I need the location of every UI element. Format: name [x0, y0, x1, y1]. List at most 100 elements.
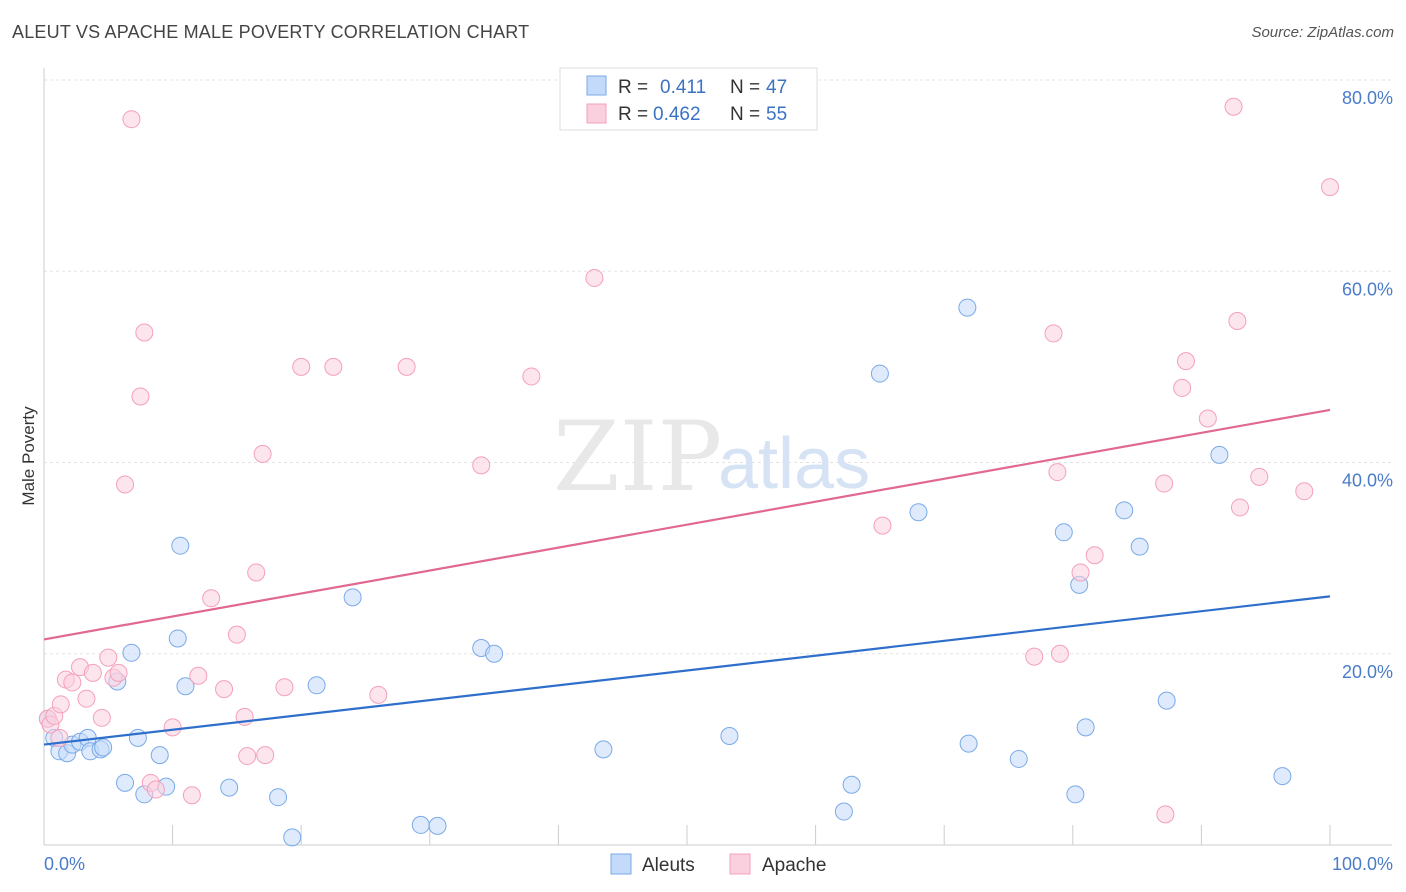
point-aleuts-18 — [171, 536, 190, 555]
legend-n-value-aleuts: 47 — [766, 77, 787, 98]
point-apache-9 — [83, 663, 102, 682]
legend: R = 0.411 N = 47 R = 0.462 N = 55 — [559, 67, 818, 131]
point-aleuts-32 — [842, 775, 861, 794]
point-aleuts-21 — [269, 788, 288, 807]
y-tick-labels: 20.0% 40.0% 60.0% 80.0% — [1342, 88, 1393, 682]
point-aleuts-15 — [150, 746, 169, 765]
point-aleuts-35 — [958, 298, 977, 317]
point-apache-4 — [51, 695, 70, 714]
point-apache-53 — [1230, 498, 1249, 517]
point-apache-27 — [238, 747, 257, 766]
point-apache-20 — [163, 718, 182, 737]
point-aleuts-22 — [283, 828, 302, 847]
point-aleuts-43 — [1130, 537, 1149, 556]
point-apache-33 — [324, 357, 343, 376]
point-apache-41 — [1044, 324, 1063, 343]
trend-lines — [43, 408, 1331, 746]
legend-r-value-apache: 0.462 — [653, 104, 701, 125]
point-aleuts-25 — [411, 815, 430, 834]
point-aleuts-34 — [909, 503, 928, 522]
legend-r-value-aleuts: 0.411 — [660, 77, 706, 98]
legend-n-label-aleuts: N = — [730, 77, 760, 98]
point-aleuts-11 — [116, 773, 135, 792]
point-aleuts-13 — [128, 728, 147, 747]
point-apache-38 — [585, 268, 604, 287]
trend-line-aleuts — [43, 595, 1331, 746]
point-apache-48 — [1173, 378, 1192, 397]
point-apache-46 — [1155, 474, 1174, 493]
point-apache-34 — [369, 685, 388, 704]
point-apache-45 — [1085, 546, 1104, 565]
point-apache-36 — [472, 456, 491, 475]
y-tick-label-40: 40.0% — [1342, 471, 1393, 491]
point-apache-35 — [397, 357, 416, 376]
point-apache-49 — [1176, 352, 1195, 371]
legend-n-label-apache: N = — [730, 104, 760, 125]
point-aleuts-28 — [485, 644, 504, 663]
point-apache-42 — [1048, 463, 1067, 482]
point-aleuts-41 — [1076, 718, 1095, 737]
point-apache-44 — [1071, 563, 1090, 582]
legend-n-value-apache: 55 — [766, 104, 787, 125]
point-aleuts-30 — [720, 726, 739, 745]
x-tick-label-100: 100.0% — [1332, 854, 1393, 874]
watermark: ZIP atlas — [553, 401, 870, 513]
x-ticks: 0.0% 100.0% — [43, 825, 1393, 874]
point-apache-25 — [227, 625, 246, 644]
bottom-legend-label-apache: Apache — [762, 855, 826, 876]
point-apache-11 — [99, 648, 118, 667]
watermark-atlas: atlas — [718, 424, 870, 504]
point-aleuts-37 — [1009, 749, 1028, 768]
point-apache-23 — [202, 589, 221, 608]
y-tick-label-60: 60.0% — [1342, 279, 1393, 299]
point-aleuts-31 — [834, 802, 853, 821]
point-apache-37 — [522, 367, 541, 386]
point-apache-29 — [253, 444, 272, 463]
point-aleuts-24 — [343, 588, 362, 607]
point-apache-13 — [109, 663, 128, 682]
point-aleuts-39 — [1066, 785, 1085, 804]
point-apache-56 — [1321, 178, 1339, 197]
point-apache-55 — [1295, 482, 1314, 501]
point-apache-14 — [116, 475, 135, 494]
point-apache-6 — [63, 673, 82, 692]
point-apache-21 — [182, 786, 201, 805]
point-apache-19 — [146, 780, 165, 799]
data-points — [38, 97, 1339, 847]
point-aleuts-9 — [94, 738, 113, 757]
y-axis-label: Male Poverty — [19, 406, 38, 506]
point-apache-52 — [1228, 311, 1247, 330]
point-aleuts-19 — [176, 677, 195, 696]
point-apache-50 — [1198, 409, 1217, 428]
point-aleuts-42 — [1115, 501, 1134, 520]
watermark-zip: ZIP — [553, 401, 722, 513]
point-apache-47 — [1156, 805, 1175, 824]
point-aleuts-38 — [1054, 523, 1073, 542]
point-aleuts-12 — [122, 643, 141, 662]
point-aleuts-17 — [168, 629, 187, 648]
trend-line-apache — [43, 408, 1331, 641]
point-aleuts-33 — [870, 364, 889, 383]
point-aleuts-46 — [1273, 767, 1292, 786]
y-tick-label-20: 20.0% — [1342, 662, 1393, 682]
point-aleuts-23 — [307, 676, 326, 695]
point-aleuts-20 — [220, 778, 239, 797]
point-apache-16 — [131, 387, 150, 406]
bottom-legend-swatch-aleuts — [610, 853, 632, 875]
point-aleuts-44 — [1157, 691, 1176, 710]
point-apache-32 — [292, 357, 311, 376]
point-apache-17 — [135, 323, 154, 342]
point-apache-40 — [1025, 647, 1044, 666]
point-aleuts-45 — [1210, 445, 1229, 464]
bottom-legend-swatch-apache — [729, 853, 751, 875]
point-aleuts-26 — [428, 816, 447, 835]
y-tick-label-80: 80.0% — [1342, 88, 1393, 108]
point-apache-51 — [1224, 97, 1243, 116]
x-tick-label-0: 0.0% — [44, 854, 85, 874]
point-apache-28 — [247, 563, 266, 582]
point-apache-24 — [215, 680, 234, 699]
point-aleuts-36 — [959, 734, 978, 753]
bottom-legend: Aleuts Apache — [610, 853, 826, 876]
legend-swatch-aleuts — [586, 75, 607, 96]
